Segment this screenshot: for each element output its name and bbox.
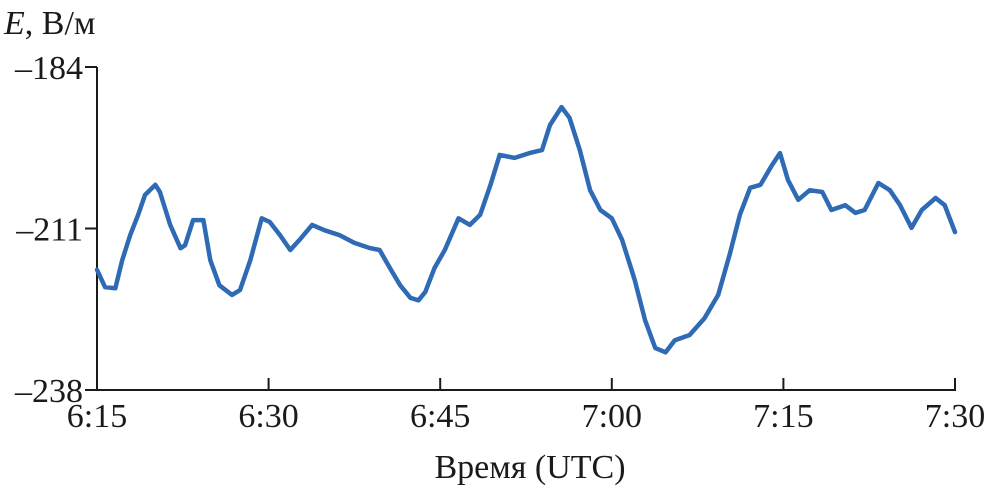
x-tick-label: 6:30: [238, 398, 298, 435]
x-tick-label: 6:45: [410, 398, 470, 435]
y-tick-label: –238: [14, 373, 83, 410]
x-axis-label: Время (UTC): [434, 449, 625, 486]
x-tick-label: 7:15: [753, 398, 813, 435]
y-axis-label: E, В/м: [3, 5, 95, 42]
series-line: [94, 104, 958, 355]
y-axis-unit: , В/м: [25, 5, 96, 42]
x-tick-label: 6:15: [67, 398, 127, 435]
y-axis-symbol: E: [3, 5, 25, 42]
y-tick-label: –184: [14, 50, 83, 87]
x-tick-label: 7:00: [582, 398, 642, 435]
y-tick-label: –211: [15, 212, 83, 249]
x-tick-label: 7:30: [925, 398, 985, 435]
